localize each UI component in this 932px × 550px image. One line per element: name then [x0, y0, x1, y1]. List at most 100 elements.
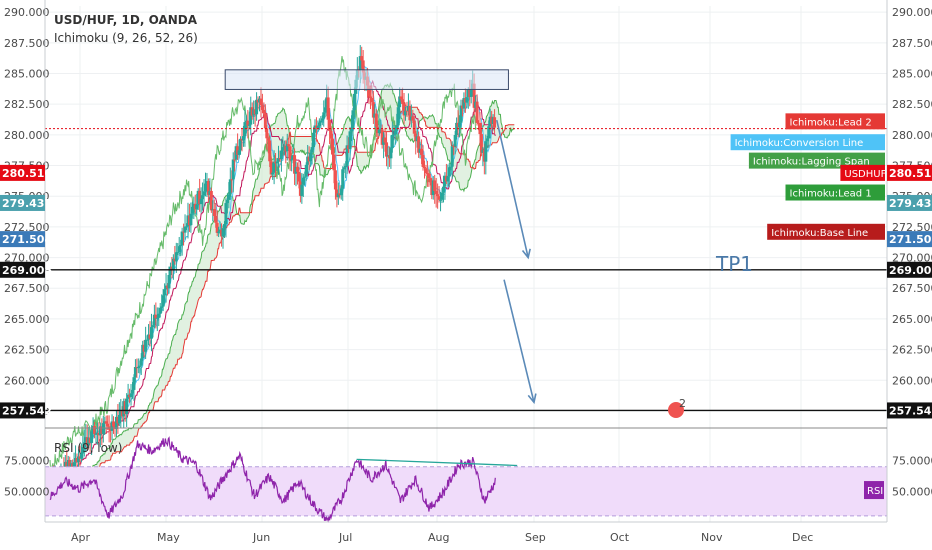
candle[interactable] [398, 87, 402, 120]
candle[interactable] [412, 115, 416, 137]
candle[interactable] [259, 87, 263, 118]
candle-body [179, 245, 183, 247]
candle[interactable] [455, 117, 459, 140]
candle[interactable] [293, 148, 297, 185]
candle[interactable] [168, 262, 172, 283]
candle[interactable] [217, 226, 221, 238]
candle[interactable] [404, 106, 408, 121]
candle[interactable] [101, 416, 105, 443]
candle[interactable] [171, 254, 175, 280]
candle[interactable] [206, 178, 210, 203]
candle[interactable] [408, 100, 412, 125]
candle[interactable] [368, 86, 372, 110]
candle[interactable] [255, 92, 259, 121]
candle[interactable] [224, 198, 228, 238]
candle[interactable] [434, 177, 438, 208]
candle[interactable] [81, 436, 85, 459]
candle[interactable] [243, 109, 247, 147]
candle[interactable] [288, 136, 292, 171]
candle[interactable] [129, 384, 133, 406]
candle-body [341, 169, 345, 189]
candle[interactable] [231, 152, 235, 193]
candle-body [351, 110, 355, 129]
candle-body [402, 103, 406, 116]
candle[interactable] [475, 94, 479, 126]
candles[interactable] [49, 45, 497, 495]
candle[interactable] [263, 104, 267, 132]
candle[interactable] [341, 166, 345, 201]
candle[interactable] [158, 302, 162, 318]
candle[interactable] [304, 162, 308, 181]
candle[interactable] [155, 307, 159, 332]
candle-body [174, 252, 178, 262]
candle[interactable] [154, 302, 158, 329]
rsi-tick-left: 50.0000 [4, 485, 50, 498]
rsi-tag: RSI [864, 481, 884, 500]
candle[interactable] [221, 225, 225, 249]
candle[interactable] [132, 374, 136, 401]
candle[interactable] [174, 242, 178, 273]
axis-badge-box [0, 194, 45, 211]
candle[interactable] [149, 313, 153, 352]
candle[interactable] [459, 99, 463, 129]
candle[interactable] [317, 118, 321, 130]
candle[interactable] [390, 121, 394, 153]
y-tick-label-left: 270.000 [4, 252, 50, 265]
candle-body [145, 339, 149, 341]
candle[interactable] [424, 164, 428, 177]
candle[interactable] [228, 167, 232, 200]
candle[interactable] [272, 150, 276, 185]
candle[interactable] [285, 133, 289, 161]
candle[interactable] [371, 90, 375, 124]
candle-body [180, 231, 184, 246]
y-tick-label-right: 270.000 [892, 252, 932, 265]
candle[interactable] [417, 131, 421, 158]
axis-badge-label: 280.510 [2, 167, 52, 180]
candle[interactable] [279, 138, 283, 172]
candle[interactable] [436, 183, 440, 209]
candle[interactable] [319, 116, 323, 129]
candle[interactable] [276, 145, 280, 175]
candle[interactable] [265, 125, 269, 150]
candle[interactable] [385, 131, 389, 167]
y-tick-label-right: 287.500 [892, 37, 932, 50]
candle[interactable] [342, 163, 346, 173]
rsi-panel[interactable]: RSI [45, 436, 887, 524]
candle-body [79, 453, 83, 459]
candle-body [336, 193, 340, 198]
candle-body [484, 141, 488, 162]
candle[interactable] [177, 236, 181, 257]
event-flag-icon[interactable]: 2 [668, 397, 686, 418]
candle[interactable] [402, 92, 406, 125]
candle[interactable] [246, 110, 250, 139]
candle[interactable] [316, 120, 320, 133]
candle[interactable] [199, 187, 203, 213]
candle-body [93, 426, 97, 435]
candle[interactable] [209, 187, 213, 213]
candle[interactable] [421, 145, 425, 171]
candle-body [412, 120, 416, 134]
candle[interactable] [82, 429, 86, 457]
candle[interactable] [345, 135, 349, 174]
candle[interactable] [133, 359, 137, 383]
candle[interactable] [322, 100, 326, 127]
candle[interactable] [144, 326, 148, 360]
candle[interactable] [351, 107, 355, 136]
candle[interactable] [450, 141, 454, 180]
candle[interactable] [348, 126, 352, 161]
candle[interactable] [433, 174, 437, 204]
candle[interactable] [198, 178, 202, 212]
candle[interactable] [281, 136, 285, 155]
candle[interactable] [201, 182, 205, 211]
candle[interactable] [377, 119, 381, 137]
candle-body [285, 144, 289, 152]
candle[interactable] [203, 172, 207, 197]
candle[interactable] [94, 427, 98, 444]
candle-body [217, 231, 221, 233]
candle-body [440, 192, 444, 200]
candle[interactable] [93, 421, 97, 439]
candle[interactable] [112, 416, 116, 434]
candle[interactable] [260, 93, 264, 114]
